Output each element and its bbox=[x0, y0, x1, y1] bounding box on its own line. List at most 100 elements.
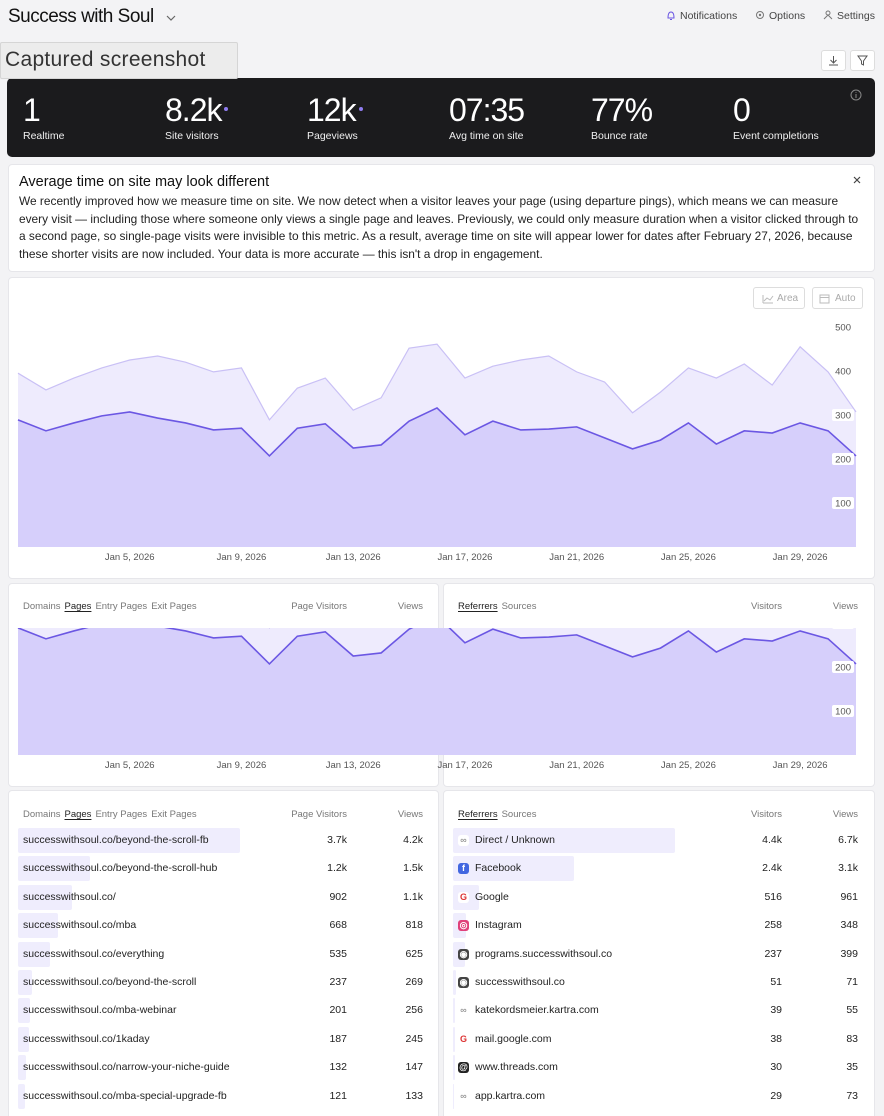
notice-title: Average time on site may look different bbox=[19, 174, 270, 190]
dropdown-caret[interactable] bbox=[166, 14, 176, 22]
filter-button[interactable] bbox=[850, 50, 875, 71]
nav-options[interactable]: Options bbox=[769, 10, 806, 22]
stat-value: 0 bbox=[733, 92, 751, 128]
stat-label: Event completions bbox=[733, 130, 819, 142]
row-name[interactable]: successwithsoul.co/mba bbox=[23, 919, 137, 932]
row-name[interactable]: successwithsoul.co/ bbox=[23, 890, 116, 903]
row-value: 399 bbox=[840, 947, 858, 960]
row-value: 237 bbox=[764, 947, 782, 960]
tab[interactable]: Exit Pages bbox=[151, 809, 197, 820]
pages-panel-glitch bbox=[8, 583, 439, 787]
row-value: 121 bbox=[329, 1089, 347, 1102]
row-value: 39 bbox=[770, 1004, 782, 1017]
row-bar bbox=[453, 970, 456, 995]
row-value: 269 bbox=[405, 976, 423, 988]
row-value: 625 bbox=[405, 947, 423, 960]
row-bar bbox=[18, 828, 240, 853]
close-icon[interactable] bbox=[852, 175, 862, 185]
row-value: 132 bbox=[329, 1061, 347, 1074]
row-name[interactable]: successwithsoul.co/1kaday bbox=[23, 1032, 150, 1045]
tab[interactable]: Referrers bbox=[458, 809, 498, 820]
source-icon: G bbox=[458, 1033, 469, 1045]
row-value: 133 bbox=[405, 1089, 423, 1102]
stat-label: Avg time on site bbox=[449, 130, 524, 142]
row-bar bbox=[18, 1055, 26, 1081]
filter-icon bbox=[857, 55, 868, 66]
tab[interactable]: Sources bbox=[501, 809, 537, 820]
stat-label: Bounce rate bbox=[591, 130, 648, 142]
row-name[interactable]: app.kartra.com bbox=[475, 1089, 546, 1102]
source-icon: G bbox=[458, 891, 469, 903]
row-value: 256 bbox=[405, 1004, 423, 1017]
row-bar bbox=[18, 941, 51, 967]
row-value: 38 bbox=[770, 1032, 782, 1045]
row-name[interactable]: successwithsoul.co/beyond-the-scroll-hub bbox=[23, 862, 218, 875]
info-icon[interactable] bbox=[850, 89, 862, 101]
nav-notifications[interactable]: Notifications bbox=[680, 10, 738, 22]
row-name[interactable]: successwithsoul.co bbox=[475, 976, 565, 988]
row-name[interactable]: successwithsoul.co/beyond-the-scroll bbox=[23, 976, 197, 988]
download-button[interactable] bbox=[821, 50, 846, 71]
row-name[interactable]: successwithsoul.co/mba-special-upgrade-f… bbox=[23, 1089, 227, 1102]
row-value: 35 bbox=[846, 1061, 858, 1074]
row-name[interactable]: Direct / Unknown bbox=[475, 834, 555, 846]
row-name[interactable]: katekordsmeier.kartra.com bbox=[475, 1004, 599, 1017]
tab[interactable]: Domains bbox=[23, 601, 61, 612]
row-name[interactable]: successwithsoul.co/mba-webinar bbox=[23, 1004, 177, 1017]
row-value: 535 bbox=[329, 947, 347, 960]
row-value: 83 bbox=[846, 1032, 858, 1045]
site-title[interactable]: Success with Soul bbox=[8, 6, 154, 27]
column-header: Views bbox=[832, 601, 858, 612]
row-name[interactable]: Google bbox=[475, 890, 509, 903]
tab[interactable]: Domains bbox=[23, 809, 61, 820]
row-value: 3.1k bbox=[838, 862, 858, 875]
column-header: Views bbox=[397, 809, 423, 820]
live-dot bbox=[358, 107, 363, 111]
tab[interactable]: Sources bbox=[501, 601, 537, 612]
source-icon: ∞ bbox=[458, 1005, 469, 1017]
row-value: 516 bbox=[764, 890, 782, 903]
row-name[interactable]: successwithsoul.co/everything bbox=[23, 947, 165, 960]
row-name[interactable]: www.threads.com bbox=[475, 1061, 558, 1074]
row-bar bbox=[18, 970, 33, 995]
stat-label: Realtime bbox=[23, 130, 65, 142]
tab[interactable]: Exit Pages bbox=[151, 601, 197, 612]
row-name[interactable]: Instagram bbox=[475, 919, 522, 932]
row-bar bbox=[18, 998, 31, 1024]
row-name[interactable]: mail.google.com bbox=[475, 1032, 552, 1045]
row-value: 2.4k bbox=[762, 862, 782, 875]
row-name[interactable]: successwithsoul.co/narrow-your-niche-gui… bbox=[23, 1061, 230, 1074]
row-value: 4.4k bbox=[762, 834, 782, 846]
row-name[interactable]: programs.successwithsoul.co bbox=[475, 947, 613, 960]
row-name[interactable]: Facebook bbox=[475, 862, 522, 875]
row-value: 73 bbox=[846, 1089, 858, 1102]
tab[interactable]: Entry Pages bbox=[95, 809, 148, 820]
source-icon: f bbox=[458, 863, 469, 875]
notice-box: Average time on site may look different … bbox=[8, 164, 875, 272]
stat-value: 8.2k bbox=[165, 92, 222, 128]
stat-label: Pageviews bbox=[307, 130, 358, 142]
row-bar bbox=[18, 884, 73, 910]
source-icon: ∞ bbox=[458, 835, 469, 846]
tab[interactable]: Entry Pages bbox=[95, 601, 148, 612]
column-header: Visitors bbox=[751, 809, 782, 820]
row-bar bbox=[453, 1026, 455, 1052]
tab[interactable]: Pages bbox=[64, 809, 92, 820]
tab[interactable]: Pages bbox=[64, 601, 92, 612]
tab[interactable]: Referrers bbox=[458, 601, 498, 612]
source-icon: ◉ bbox=[458, 977, 469, 988]
column-header: Views bbox=[832, 809, 858, 820]
row-value: 245 bbox=[405, 1032, 423, 1045]
row-value: 6.7k bbox=[838, 834, 858, 846]
stat-label: Site visitors bbox=[165, 130, 219, 142]
area-button[interactable]: Area bbox=[753, 287, 805, 309]
row-bar bbox=[453, 856, 575, 882]
stat-value: 1 bbox=[23, 92, 41, 128]
row-value: 29 bbox=[770, 1089, 782, 1102]
row-name[interactable]: successwithsoul.co/beyond-the-scroll-fb bbox=[23, 834, 209, 846]
nav-settings[interactable]: Settings bbox=[837, 10, 875, 22]
row-value: 961 bbox=[840, 890, 858, 903]
row-bar bbox=[18, 913, 59, 939]
row-value: 348 bbox=[840, 919, 858, 932]
gear-icon bbox=[756, 11, 764, 19]
